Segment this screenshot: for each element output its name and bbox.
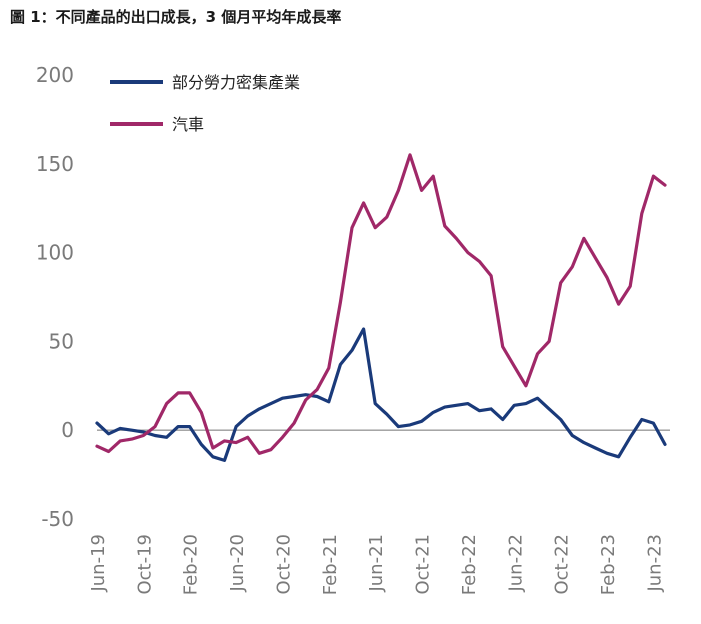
x-tick-label: Jun-21 <box>366 534 387 593</box>
legend: 部分勞力密集產業 汽車 <box>110 73 300 134</box>
x-tick-label: Feb-21 <box>320 534 341 595</box>
y-tick-label: 100 <box>36 241 74 265</box>
x-tick-label: Jun-19 <box>88 534 109 593</box>
x-tick-label: Oct-19 <box>134 534 155 595</box>
legend-label-auto: 汽車 <box>172 115 204 134</box>
x-tick-label: Feb-22 <box>459 534 480 595</box>
x-tick-label: Oct-20 <box>273 534 294 595</box>
x-tick-label: Oct-21 <box>413 534 434 595</box>
series-line-auto <box>95 153 667 455</box>
y-tick-label: 200 <box>36 63 74 87</box>
x-axis: Jun-19 Oct-19 Feb-20 Jun-20 Oct-20 Feb-21 Jun-… <box>88 534 665 595</box>
y-tick-label: 150 <box>36 152 74 176</box>
legend-item-labor-intensive: 部分勞力密集產業 <box>110 73 300 92</box>
legend-label-labor-intensive: 部分勞力密集產業 <box>172 73 300 92</box>
x-tick-label: Jun-22 <box>505 534 526 593</box>
series-group <box>95 153 667 462</box>
chart-title: 圖 1：不同產品的出口成長，3 個月平均年成長率 <box>10 8 342 26</box>
x-tick-label: Feb-23 <box>598 534 619 595</box>
x-tick-label: Feb-20 <box>181 534 202 595</box>
legend-item-auto: 汽車 <box>110 115 204 134</box>
y-tick-label: 50 <box>49 329 74 353</box>
y-tick-label: 0 <box>61 418 74 442</box>
series-line-labor-intensive <box>95 327 667 462</box>
y-axis: 200 150 100 50 0 -50 <box>36 63 74 531</box>
x-tick-label: Jun-23 <box>644 534 665 593</box>
y-tick-label: -50 <box>41 507 74 531</box>
x-tick-label: Jun-20 <box>227 534 248 593</box>
x-tick-label: Oct-22 <box>552 534 573 595</box>
